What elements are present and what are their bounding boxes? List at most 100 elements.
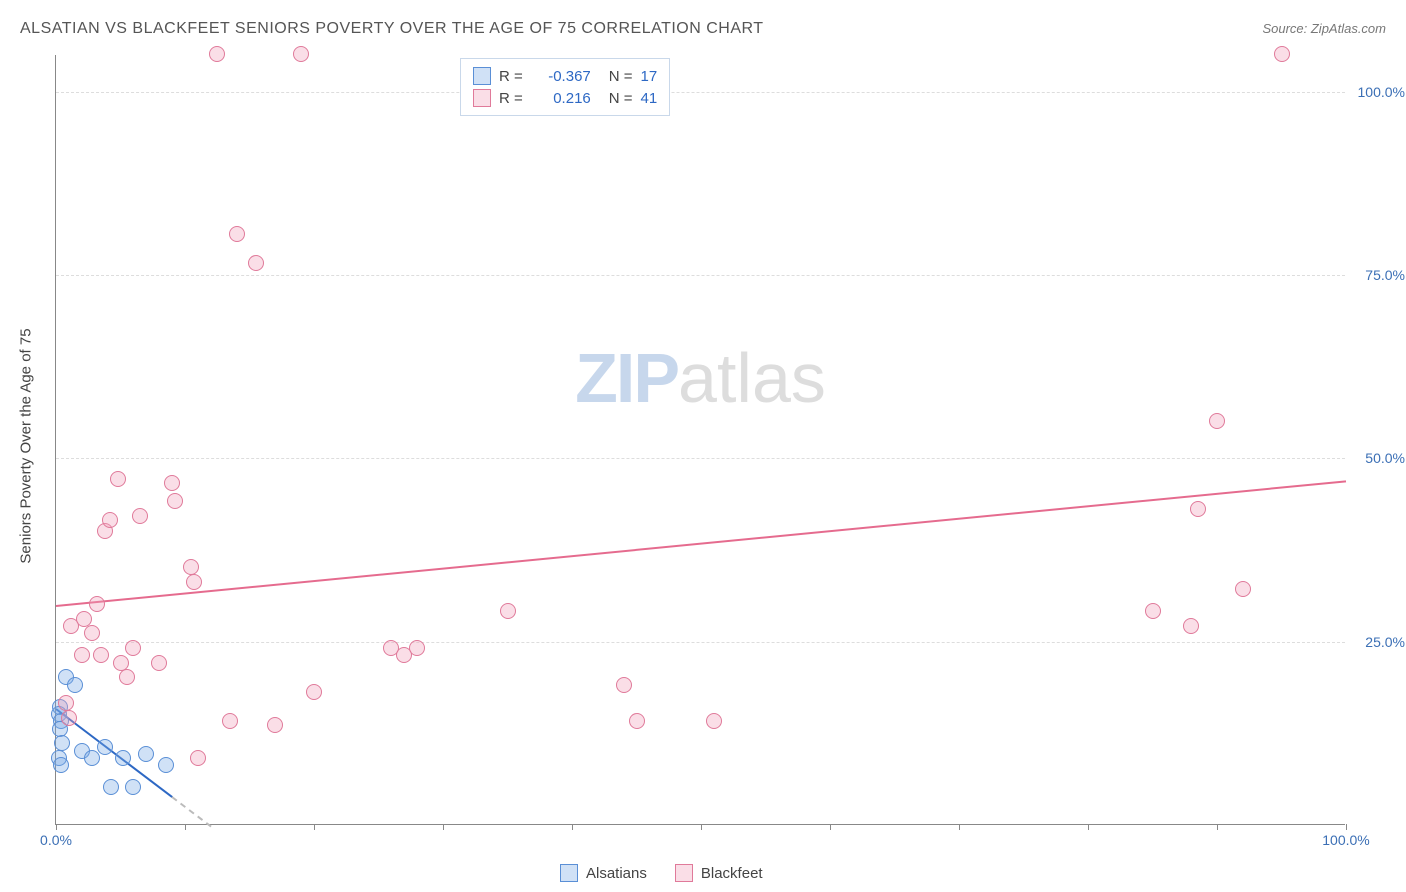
- data-point: [167, 493, 183, 509]
- data-point: [97, 739, 113, 755]
- source-prefix: Source:: [1262, 21, 1310, 36]
- data-point: [119, 669, 135, 685]
- data-point: [115, 750, 131, 766]
- data-point: [103, 779, 119, 795]
- data-point: [1235, 581, 1251, 597]
- data-point: [158, 757, 174, 773]
- x-tick: [701, 824, 702, 830]
- data-point: [1183, 618, 1199, 634]
- data-point: [1190, 501, 1206, 517]
- r-label: R =: [499, 68, 523, 85]
- data-point: [222, 713, 238, 729]
- data-point: [164, 475, 180, 491]
- r-label: R =: [499, 90, 523, 107]
- gridline-h: [56, 642, 1345, 643]
- series-swatch: [473, 67, 491, 85]
- y-axis-title: Seniors Poverty Over the Age of 75: [18, 328, 35, 563]
- data-point: [93, 647, 109, 663]
- data-point: [53, 757, 69, 773]
- data-point: [84, 750, 100, 766]
- data-point: [629, 713, 645, 729]
- x-tick: [1088, 824, 1089, 830]
- x-tick: [572, 824, 573, 830]
- r-value: -0.367: [531, 68, 591, 85]
- stats-row: R = -0.367 N = 17: [473, 65, 657, 87]
- chart-title: ALSATIAN VS BLACKFEET SENIORS POVERTY OV…: [20, 20, 764, 38]
- y-tick-label: 25.0%: [1365, 634, 1405, 650]
- series-legend: Alsatians Blackfeet: [560, 864, 763, 882]
- data-point: [293, 46, 309, 62]
- x-tick: [56, 824, 57, 830]
- data-point: [190, 750, 206, 766]
- data-point: [267, 717, 283, 733]
- data-point: [248, 255, 264, 271]
- data-point: [209, 46, 225, 62]
- data-point: [500, 603, 516, 619]
- n-label: N =: [609, 90, 633, 107]
- n-value: 41: [641, 90, 658, 107]
- n-label: N =: [609, 68, 633, 85]
- n-value: 17: [641, 68, 658, 85]
- data-point: [89, 596, 105, 612]
- data-point: [76, 611, 92, 627]
- gridline-h: [56, 92, 1345, 93]
- data-point: [409, 640, 425, 656]
- watermark-zip: ZIP: [575, 339, 678, 417]
- legend-swatch: [560, 864, 578, 882]
- data-point: [186, 574, 202, 590]
- series-swatch: [473, 89, 491, 107]
- x-tick: [1346, 824, 1347, 830]
- data-point: [67, 677, 83, 693]
- data-point: [84, 625, 100, 641]
- data-point: [1209, 413, 1225, 429]
- x-tick-label: 0.0%: [40, 832, 72, 848]
- x-tick: [959, 824, 960, 830]
- data-point: [138, 746, 154, 762]
- data-point: [306, 684, 322, 700]
- x-tick: [185, 824, 186, 830]
- data-point: [132, 508, 148, 524]
- y-tick-label: 50.0%: [1365, 450, 1405, 466]
- data-point: [54, 735, 70, 751]
- y-tick-label: 75.0%: [1365, 267, 1405, 283]
- stats-row: R = 0.216 N = 41: [473, 87, 657, 109]
- legend-item: Blackfeet: [675, 864, 763, 882]
- data-point: [229, 226, 245, 242]
- legend-item: Alsatians: [560, 864, 647, 882]
- correlation-stats-box: R = -0.367 N = 17 R = 0.216 N = 41: [460, 58, 670, 116]
- legend-label: Blackfeet: [701, 865, 763, 882]
- data-point: [183, 559, 199, 575]
- x-tick: [443, 824, 444, 830]
- x-tick-label: 100.0%: [1322, 832, 1369, 848]
- legend-label: Alsatians: [586, 865, 647, 882]
- data-point: [102, 512, 118, 528]
- trend-line-extension: [171, 796, 211, 827]
- data-point: [616, 677, 632, 693]
- data-point: [1274, 46, 1290, 62]
- x-tick: [314, 824, 315, 830]
- x-tick: [1217, 824, 1218, 830]
- x-tick: [830, 824, 831, 830]
- chart-source: Source: ZipAtlas.com: [1262, 21, 1386, 36]
- trend-line: [56, 480, 1346, 607]
- data-point: [58, 695, 74, 711]
- data-point: [110, 471, 126, 487]
- watermark: ZIPatlas: [575, 338, 826, 418]
- watermark-atlas: atlas: [678, 339, 826, 417]
- data-point: [125, 779, 141, 795]
- data-point: [61, 710, 77, 726]
- gridline-h: [56, 275, 1345, 276]
- gridline-h: [56, 458, 1345, 459]
- y-tick-label: 100.0%: [1358, 84, 1405, 100]
- chart-header: ALSATIAN VS BLACKFEET SENIORS POVERTY OV…: [20, 20, 1386, 38]
- source-name: ZipAtlas.com: [1311, 21, 1386, 36]
- r-value: 0.216: [531, 90, 591, 107]
- data-point: [113, 655, 129, 671]
- scatter-plot-area: ZIPatlas 25.0%50.0%75.0%100.0%0.0%100.0%: [55, 55, 1345, 825]
- legend-swatch: [675, 864, 693, 882]
- data-point: [151, 655, 167, 671]
- data-point: [125, 640, 141, 656]
- data-point: [706, 713, 722, 729]
- data-point: [1145, 603, 1161, 619]
- data-point: [74, 647, 90, 663]
